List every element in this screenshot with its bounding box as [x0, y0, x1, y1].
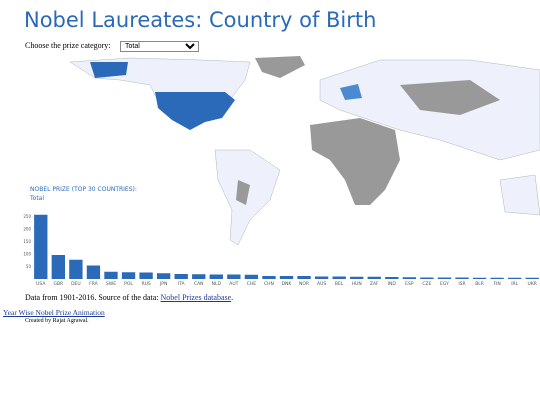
x-tick-label: BEL: [335, 281, 344, 287]
chart-title: NOBEL PRIZE (TOP 30 COUNTRIES):: [30, 186, 137, 193]
chart-subtitle: Total: [29, 195, 44, 202]
bar: [51, 255, 65, 279]
y-tick-label: 100: [23, 252, 31, 257]
x-tick-label: SWE: [106, 281, 116, 287]
x-tick-label: CZE: [422, 281, 431, 287]
bar: [402, 277, 417, 279]
bar: [314, 276, 329, 279]
chart: NOBEL PRIZE (TOP 30 COUNTRIES): Total 50…: [23, 56, 540, 287]
x-tick-label: FIN: [493, 281, 500, 287]
bar: [297, 276, 311, 279]
x-tick-label: DNK: [282, 281, 293, 287]
bar: [209, 274, 223, 279]
bar: [437, 277, 452, 279]
x-tick-label: JPN: [159, 281, 167, 287]
x-tick-label: AUS: [317, 281, 326, 287]
bar: [420, 277, 434, 279]
x-tick-label: ITA: [178, 281, 186, 287]
bar: [227, 274, 241, 279]
bar: [156, 273, 171, 279]
bar: [472, 277, 487, 279]
bar: [525, 277, 539, 279]
bar: [367, 276, 381, 279]
page-title: Nobel Laureates: Country of Birth: [24, 8, 377, 32]
bar: [104, 271, 118, 279]
central-asia: [400, 80, 500, 115]
source-text: Data from 1901-2016. Source of the data:: [25, 293, 161, 302]
source-suffix: .: [231, 293, 234, 302]
bar: [174, 274, 188, 279]
x-tick-label: BLR: [475, 281, 484, 287]
bar: [455, 277, 469, 279]
credit: Created by Rajat Agrawal.: [25, 318, 89, 324]
bar: [139, 272, 153, 279]
x-tick-label: FRA: [89, 281, 99, 287]
y-tick-label: 200: [23, 227, 31, 232]
x-tick-label: NOR: [299, 281, 309, 287]
bar: [279, 276, 294, 279]
bar: [69, 259, 83, 279]
x-tick-label: ZAF: [370, 281, 379, 287]
x-tick-label: DEU: [71, 281, 81, 287]
x-tick-label: NLD: [212, 281, 222, 287]
bar: [34, 214, 48, 279]
alaska: [90, 62, 128, 78]
bar: [192, 274, 206, 279]
world-map: [69, 56, 540, 246]
prize-select[interactable]: Total: [120, 41, 199, 52]
bar: [508, 277, 522, 279]
select-label: Choose the prize category:: [25, 41, 111, 50]
x-tick-label: GBR: [53, 281, 63, 287]
x-tick-label: ESP: [405, 281, 414, 287]
x-tick-label: POL: [124, 281, 133, 287]
bar: [121, 272, 136, 279]
greenland: [255, 56, 305, 78]
x-tick-label: RUS: [141, 281, 150, 287]
bar: [332, 276, 346, 279]
y-tick-label: 50: [26, 264, 32, 269]
x-tick-label: AUT: [229, 281, 238, 287]
source-note: Data from 1901-2016. Source of the data:…: [25, 293, 233, 302]
bar: [490, 277, 504, 279]
y-tick-label: 150: [23, 239, 31, 244]
usa: [155, 92, 235, 130]
sa-gray: [236, 180, 250, 205]
bar: [86, 265, 101, 279]
x-tick-label: HUN: [352, 281, 362, 287]
x-tick-label: EGY: [440, 281, 449, 287]
x-tick-label: CAN: [194, 281, 204, 287]
bar: [385, 277, 399, 279]
x-tick-label: UKR: [528, 281, 537, 287]
bar: [244, 274, 259, 279]
x-tick-label: IRL: [511, 281, 518, 287]
x-tick-label: USA: [36, 281, 46, 287]
x-tick-label: IND: [388, 281, 397, 287]
source-link[interactable]: Nobel Prizes database: [160, 293, 232, 302]
animation-link[interactable]: Year Wise Nobel Prize Animation: [3, 308, 105, 317]
x-tick-label: CHN: [264, 281, 274, 287]
bar: [262, 276, 276, 279]
bar: [350, 276, 364, 279]
africa: [310, 118, 400, 205]
europe-core: [340, 84, 362, 100]
x-tick-label: CHE: [247, 281, 257, 287]
x-tick-label: ISR: [458, 281, 465, 287]
y-tick-label: 250: [23, 214, 31, 219]
australia: [499, 174, 540, 216]
